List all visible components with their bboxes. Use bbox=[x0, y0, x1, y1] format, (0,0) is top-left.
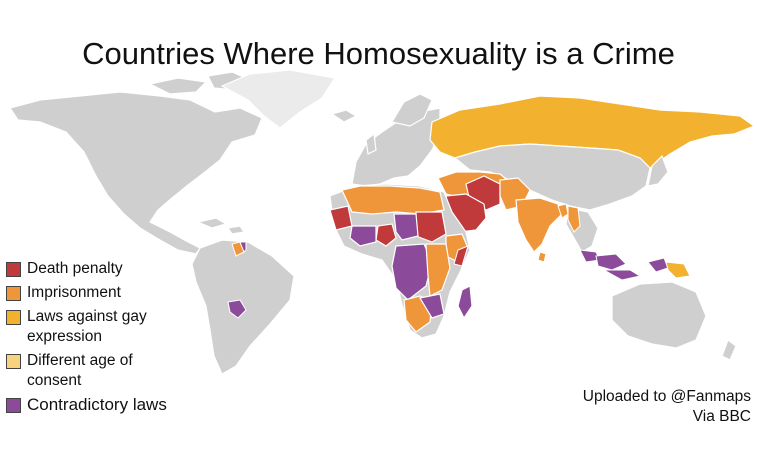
legend-label: Contradictory laws bbox=[27, 395, 167, 414]
indonesia bbox=[595, 253, 642, 281]
myanmar bbox=[567, 205, 581, 233]
legend-item-contradictory: Contradictory laws bbox=[6, 395, 167, 415]
legend-swatch bbox=[6, 286, 21, 301]
legend-item-imprisonment: Imprisonment bbox=[6, 283, 167, 303]
mauritania bbox=[329, 205, 353, 231]
legend-label: Imprisonment bbox=[27, 284, 121, 301]
suriname bbox=[239, 241, 247, 253]
uk bbox=[365, 132, 377, 155]
iceland bbox=[330, 109, 358, 123]
legend-swatch bbox=[6, 310, 21, 325]
australia bbox=[611, 281, 707, 349]
legend-item-gay-expression: Laws against gay expression bbox=[6, 307, 167, 347]
legend-swatch bbox=[6, 262, 21, 277]
east-africa bbox=[425, 243, 451, 297]
bangladesh bbox=[557, 203, 569, 219]
chad-niger bbox=[393, 213, 419, 241]
credit-text: Uploaded to @Fanmaps Via BBC bbox=[583, 387, 751, 427]
legend-swatch bbox=[6, 398, 21, 413]
map-legend: Death penalty Imprisonment Laws against … bbox=[6, 259, 167, 419]
papua bbox=[647, 257, 669, 273]
north-america bbox=[9, 91, 263, 255]
somalia bbox=[453, 245, 469, 267]
india bbox=[515, 197, 563, 253]
west-africa bbox=[349, 225, 377, 247]
legend-label: Laws against gay expression bbox=[27, 308, 147, 345]
greenland bbox=[220, 69, 336, 129]
legend-item-age-of-consent: Different age of consent bbox=[6, 351, 167, 391]
map-title: Countries Where Homosexuality is a Crime bbox=[82, 36, 675, 71]
sri-lanka bbox=[537, 251, 547, 263]
central-africa bbox=[391, 243, 433, 301]
new-zealand bbox=[721, 339, 737, 361]
madagascar bbox=[457, 285, 473, 320]
legend-item-death-penalty: Death penalty bbox=[6, 259, 167, 279]
credit-upload: Uploaded to @Fanmaps bbox=[582, 388, 751, 405]
legend-swatch bbox=[6, 354, 21, 369]
japan bbox=[647, 154, 669, 187]
southern-africa-2 bbox=[419, 293, 445, 319]
legend-label: Different age of consent bbox=[27, 352, 133, 389]
legend-label: Death penalty bbox=[27, 260, 123, 277]
paraguay bbox=[227, 299, 247, 319]
caribbean bbox=[196, 217, 246, 235]
scandinavia bbox=[391, 93, 433, 127]
papua-new-guinea bbox=[665, 261, 691, 279]
credit-source: Via BBC bbox=[692, 408, 751, 425]
north-africa bbox=[341, 185, 445, 215]
